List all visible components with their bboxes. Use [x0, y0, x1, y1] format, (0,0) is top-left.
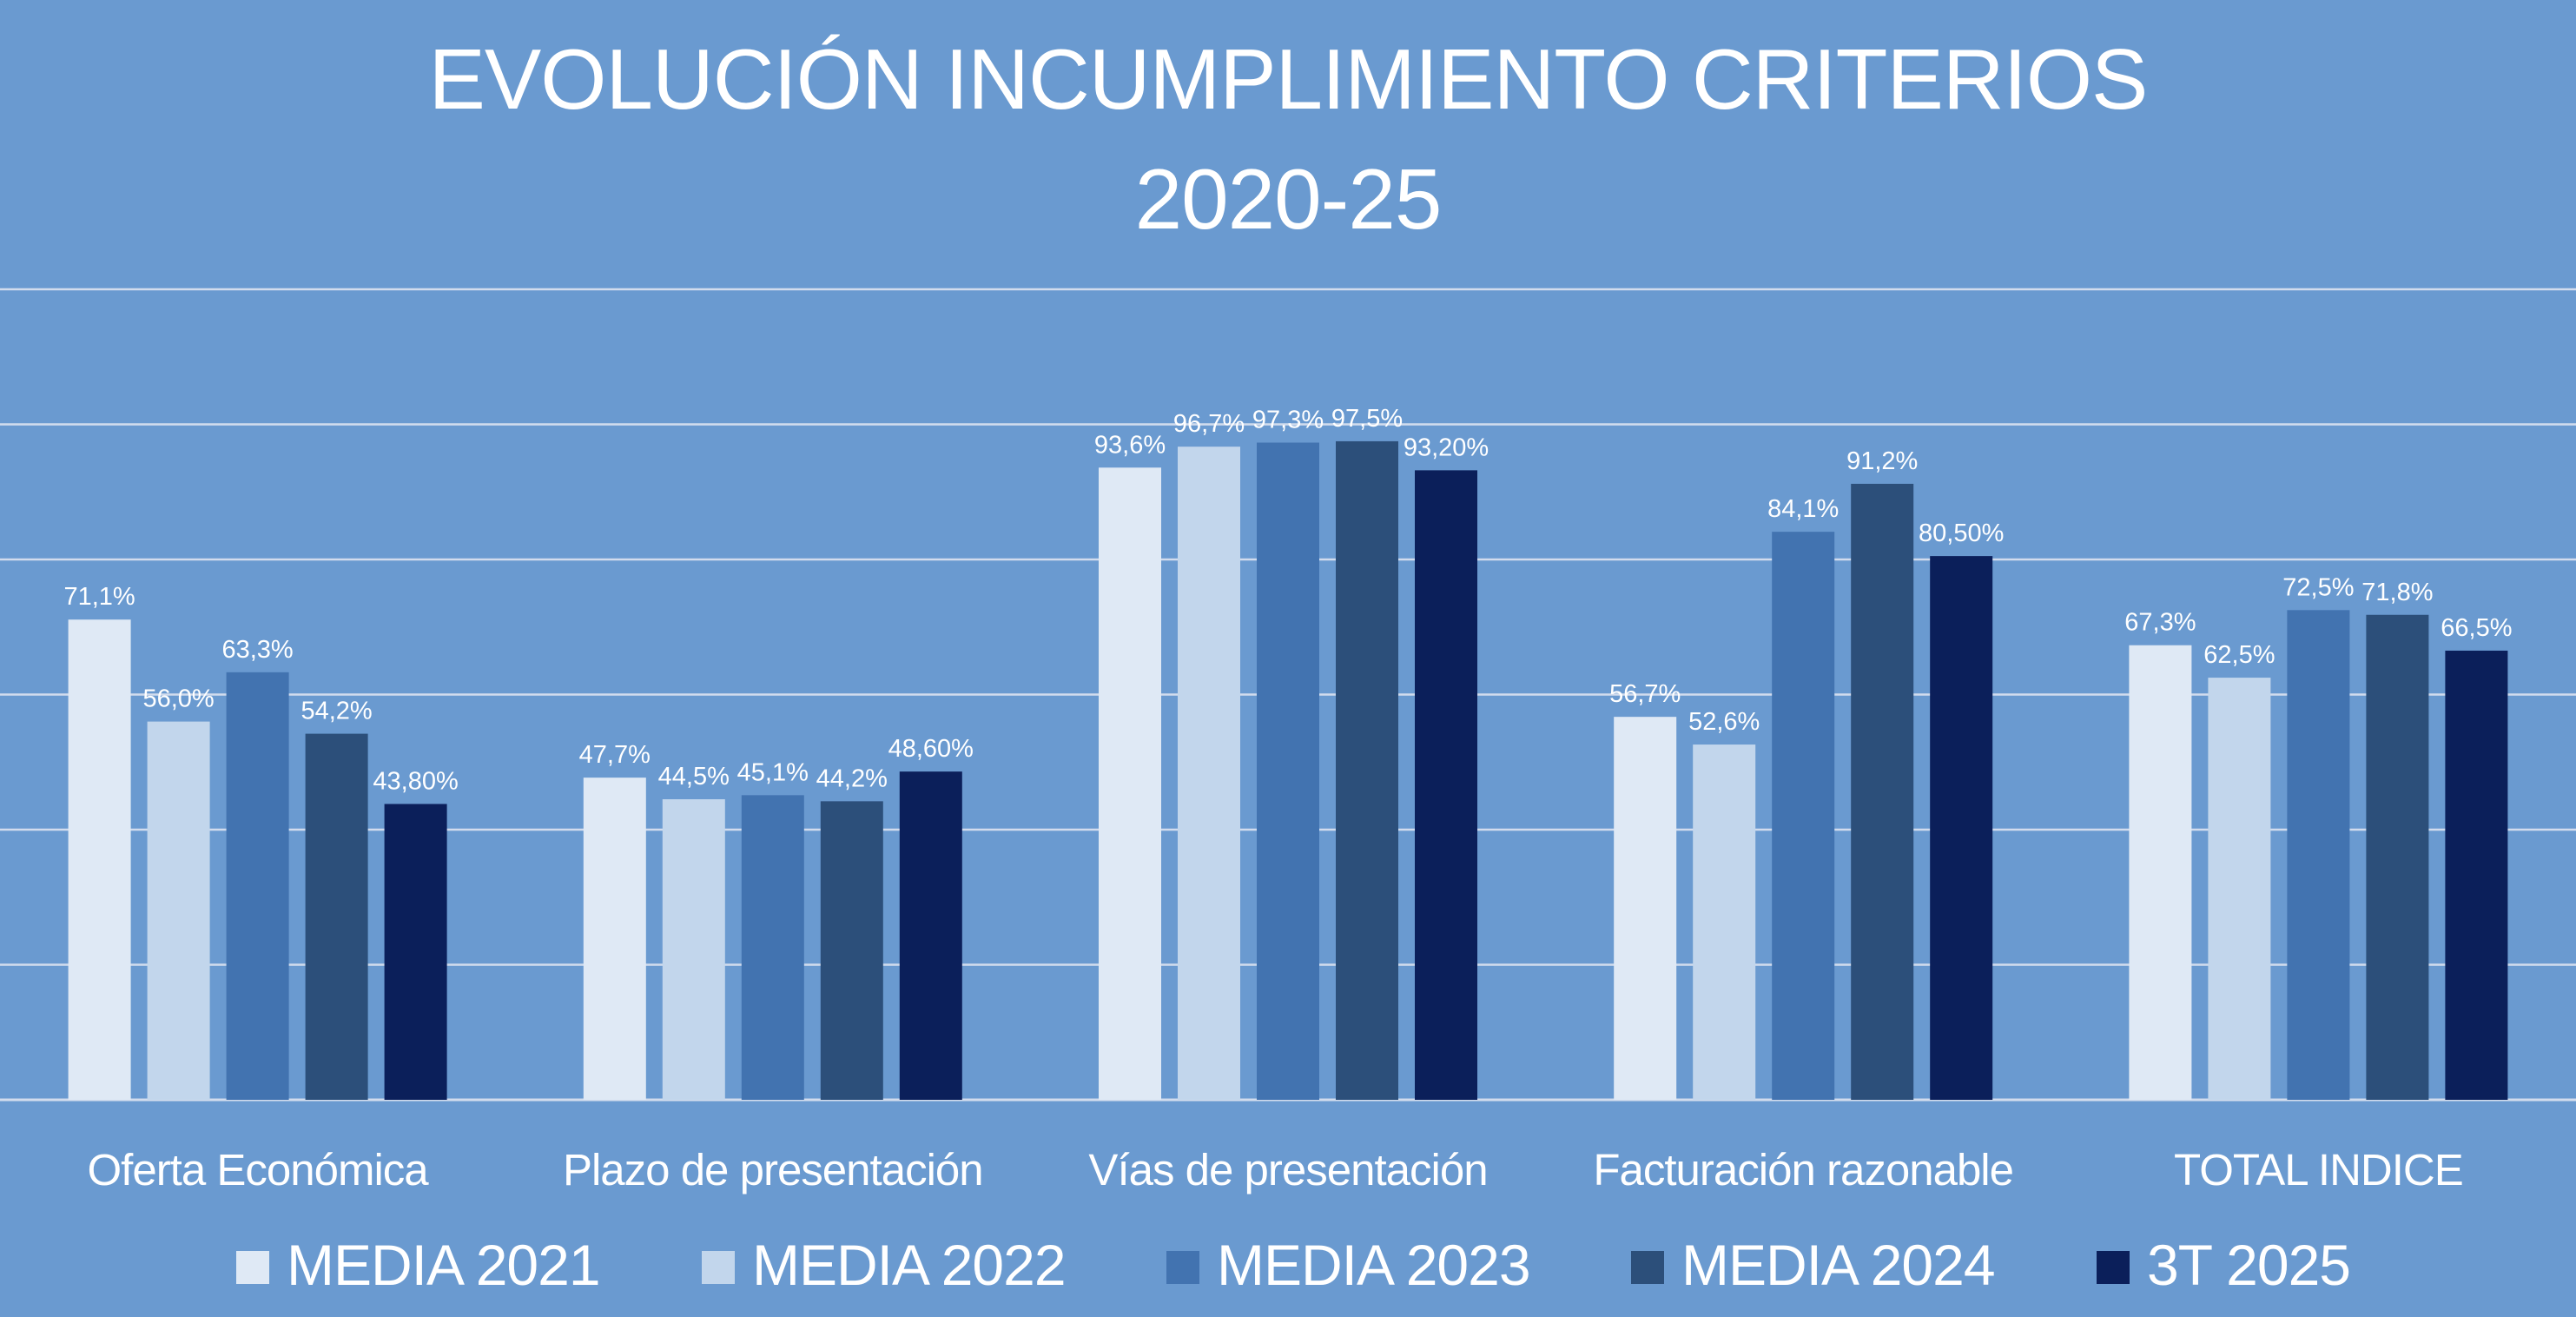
bar [662, 799, 725, 1100]
legend: MEDIA 2021 MEDIA 2022 MEDIA 2023 MEDIA 2024… [236, 1233, 2351, 1297]
data-label: 91,2% [1846, 447, 1918, 475]
bars [68, 440, 2508, 1100]
category-label: Vías de presentación [1088, 1145, 1487, 1195]
bar [1614, 717, 1677, 1100]
data-label: 80,50% [1919, 520, 2004, 547]
data-label: 66,5% [2441, 614, 2512, 642]
bar [1099, 467, 1161, 1100]
legend-swatch [702, 1251, 735, 1284]
bar [583, 778, 646, 1100]
data-label: 44,5% [658, 763, 730, 791]
data-label: 93,6% [1094, 431, 1166, 459]
bar [1336, 440, 1398, 1100]
bar [1693, 745, 1756, 1100]
bar [1772, 532, 1835, 1100]
data-label: 54,2% [301, 698, 372, 725]
chart-subtitle: 2020-25 [1134, 151, 1443, 247]
legend-swatch [1166, 1251, 1199, 1284]
data-label: 97,3% [1252, 406, 1324, 433]
data-label: 71,8% [2361, 579, 2433, 606]
bar [741, 795, 804, 1100]
category-label: TOTAL INDICE [2174, 1145, 2463, 1195]
data-label: 67,3% [2124, 609, 2196, 637]
data-label: 96,7% [1173, 410, 1245, 438]
category-axis: Oferta Económica Plazo de presentación Vía… [88, 1145, 2464, 1195]
data-label: 97,5% [1331, 405, 1403, 433]
legend-swatch [236, 1251, 269, 1284]
category-label: Oferta Económica [88, 1145, 430, 1195]
data-label: 63,3% [221, 636, 293, 664]
bar [305, 733, 368, 1100]
data-labels: 71,1% 56,0%63,3% 54,2% 43,80% 47,7%44,5% 45,1… [63, 405, 2512, 796]
data-label: 62,5% [2203, 641, 2275, 669]
data-label: 71,1% [63, 583, 135, 611]
bar [1851, 483, 1914, 1100]
category-label: Plazo de presentación [563, 1145, 983, 1195]
legend-swatch [2097, 1251, 2130, 1284]
category-label: Facturación razonable [1593, 1145, 2013, 1195]
bar [226, 672, 289, 1100]
bar [2366, 614, 2429, 1100]
bar [2445, 650, 2508, 1100]
data-label: 43,80% [373, 767, 458, 795]
data-label: 45,1% [737, 758, 809, 786]
legend-label: MEDIA 2022 [752, 1233, 1066, 1297]
bar [899, 771, 962, 1100]
bar [1415, 470, 1477, 1100]
bar [68, 619, 131, 1100]
data-label: 52,6% [1688, 708, 1760, 736]
legend-label: MEDIA 2023 [1217, 1233, 1530, 1297]
bar [2129, 645, 2192, 1100]
data-label: 44,2% [816, 764, 888, 792]
data-label: 47,7% [579, 741, 651, 769]
chart-title: EVOLUCIÓN INCUMPLIMIENTO CRITERIOS [428, 31, 2149, 127]
bar [1930, 556, 1993, 1100]
data-label: 84,1% [1767, 495, 1839, 523]
bar [2208, 678, 2271, 1100]
bar [1178, 447, 1240, 1100]
legend-swatch [1631, 1251, 1664, 1284]
legend-label: MEDIA 2024 [1681, 1233, 1995, 1297]
data-label: 93,20% [1404, 433, 1489, 461]
data-label: 56,7% [1609, 680, 1681, 708]
bar [820, 801, 883, 1100]
data-label: 72,5% [2282, 573, 2354, 601]
data-label: 56,0% [142, 685, 214, 713]
bar [1257, 442, 1319, 1100]
bar [2287, 610, 2350, 1100]
legend-label: 3T 2025 [2147, 1233, 2350, 1297]
data-label: 48,60% [888, 735, 974, 763]
bar [384, 804, 447, 1100]
bar [147, 721, 210, 1100]
legend-label: MEDIA 2021 [287, 1233, 600, 1297]
